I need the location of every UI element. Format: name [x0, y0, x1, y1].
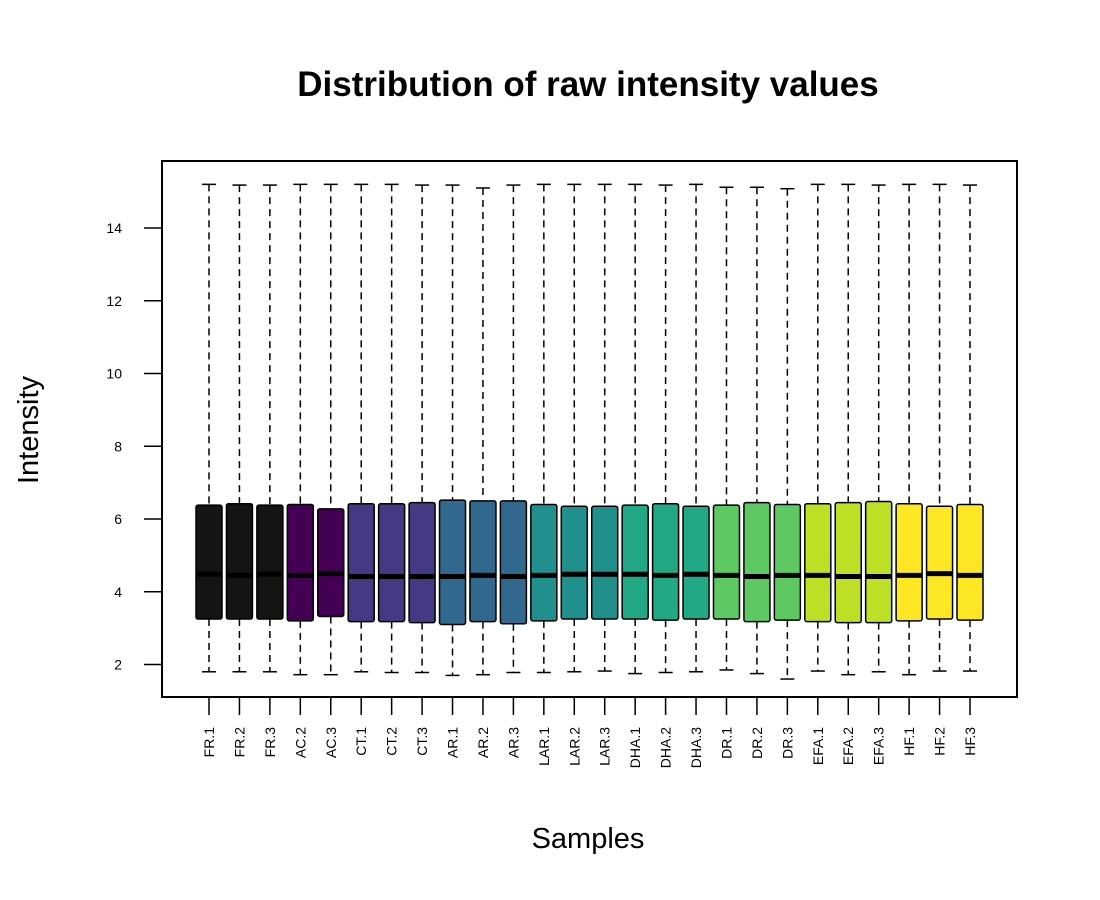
box-body [499, 500, 528, 625]
x-tick-label: EFA.3 [871, 727, 887, 765]
x-tick-label: DR.1 [718, 727, 734, 759]
x-tick-label: DHA.3 [688, 727, 704, 768]
box-body [286, 503, 315, 622]
box-CT.2 [377, 183, 406, 674]
x-tick-label: FR.2 [231, 727, 247, 758]
box-AC.3 [317, 183, 345, 676]
box-DHA.2 [651, 184, 680, 674]
box-EFA.3 [864, 184, 893, 673]
box-body [377, 502, 406, 623]
box-DHA.1 [621, 183, 649, 675]
plot-frame [161, 160, 1018, 698]
box-FR.2 [225, 184, 254, 673]
x-tick-label: DR.2 [749, 727, 765, 759]
box-AR.2 [469, 187, 497, 676]
box-FR.1 [195, 183, 223, 673]
box-DR.3 [773, 187, 802, 680]
box-body [621, 504, 649, 620]
box-AR.1 [438, 184, 467, 677]
x-tick-label: LAR.3 [597, 727, 613, 766]
x-tick-label: DHA.2 [658, 727, 674, 768]
box-DHA.3 [682, 183, 710, 673]
box-body [925, 505, 954, 620]
x-tick-label: DHA.1 [627, 727, 643, 768]
y-tick-label: 14 [106, 220, 122, 236]
box-LAR.2 [560, 183, 589, 673]
y-axis-label: Intensity [13, 376, 45, 484]
box-AR.3 [499, 184, 528, 674]
box-body [225, 502, 254, 620]
chart-title: Distribution of raw intensity values [297, 65, 878, 104]
box-body [743, 501, 771, 623]
x-tick-label: AC.2 [292, 727, 308, 758]
box-FR.3 [256, 184, 284, 673]
box-EFA.1 [804, 183, 832, 672]
box-body [347, 502, 375, 623]
box-body [317, 508, 345, 618]
box-body [773, 503, 802, 621]
y-tick-label: 12 [106, 293, 122, 309]
box-HF.3 [956, 184, 984, 672]
box-CT.3 [408, 184, 436, 674]
x-tick-label: CT.2 [384, 727, 400, 756]
box-LAR.3 [590, 183, 619, 672]
box-body [195, 504, 223, 620]
box-body [560, 505, 589, 620]
box-HF.1 [895, 183, 923, 676]
x-tick-label: HF.2 [932, 727, 948, 756]
x-tick-label: LAR.2 [566, 727, 582, 766]
box-DR.1 [712, 186, 741, 671]
box-body [256, 504, 284, 620]
box-body [895, 502, 923, 622]
box-LAR.1 [530, 183, 558, 674]
x-tick-label: EFA.2 [840, 727, 856, 765]
box-body [804, 502, 832, 623]
x-tick-label: CT.3 [414, 727, 430, 756]
x-tick-label: CT.1 [353, 727, 369, 756]
box-body [682, 505, 710, 620]
x-tick-label: AR.3 [505, 727, 521, 758]
box-body [864, 500, 893, 624]
x-tick-label: LAR.1 [536, 727, 552, 766]
y-axis: 2 4 6 8 10 12 14 [106, 220, 163, 673]
box-body [438, 499, 467, 626]
box-body [530, 503, 558, 622]
box-body [956, 503, 984, 621]
x-tick-label: AR.2 [475, 727, 491, 758]
x-tick-label: DR.3 [779, 727, 795, 759]
box-body [408, 501, 436, 624]
x-tick-label: HF.3 [962, 727, 978, 756]
boxes-group [195, 183, 984, 680]
y-tick-label: 6 [114, 511, 122, 527]
box-body [469, 500, 497, 623]
x-tick-label: EFA.1 [810, 727, 826, 765]
x-tick-label: AR.1 [445, 727, 461, 758]
box-body [834, 501, 862, 624]
x-tick-label: HF.1 [901, 727, 917, 756]
box-CT.1 [347, 183, 375, 673]
box-body [590, 505, 619, 620]
y-tick-label: 10 [106, 366, 122, 382]
x-tick-label: FR.1 [201, 727, 217, 758]
box-body [651, 502, 680, 621]
box-DR.2 [743, 186, 771, 675]
x-axis-label: Samples [532, 823, 645, 855]
y-tick-label: 2 [114, 657, 122, 673]
y-tick-label: 8 [114, 438, 122, 454]
x-axis: FR.1 FR.2 FR.3 AC.2 AC.3 CT.1 CT.2 CT.3 AR.1 AR.2… [201, 696, 978, 768]
box-HF.2 [925, 183, 954, 672]
box-body [712, 504, 741, 620]
x-tick-label: FR.3 [262, 727, 278, 758]
x-tick-label: AC.3 [323, 727, 339, 758]
box-EFA.2 [834, 183, 862, 676]
y-tick-label: 4 [114, 584, 122, 600]
box-AC.2 [286, 183, 315, 676]
